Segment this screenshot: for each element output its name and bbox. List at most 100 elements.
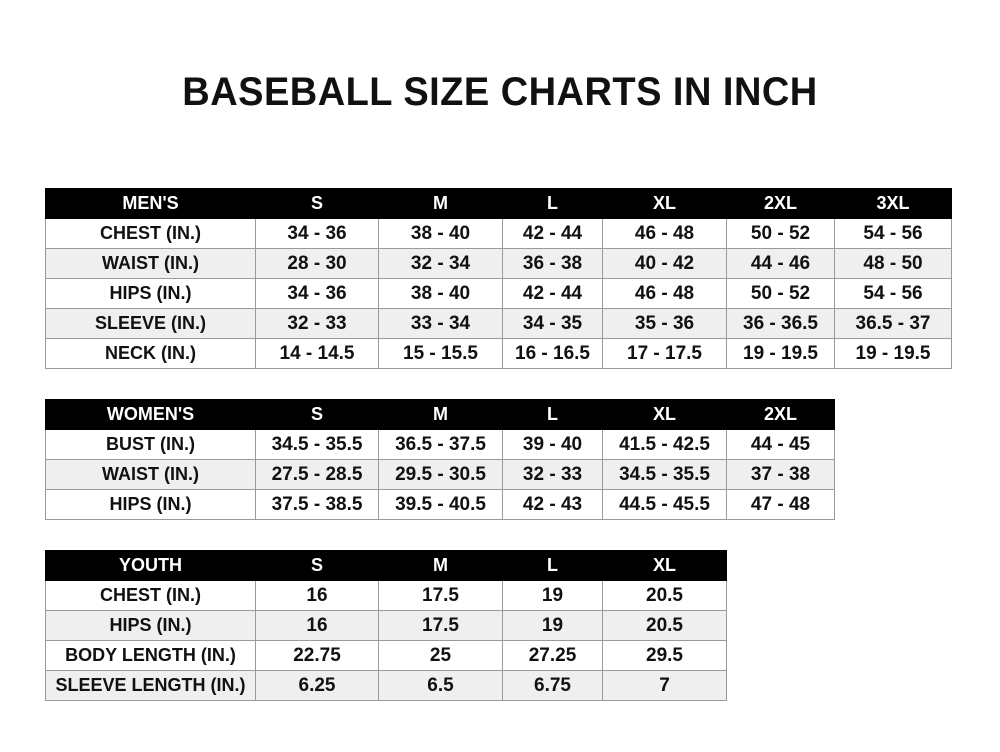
measurement-cell: 38 - 40	[378, 278, 503, 309]
row-label: SLEEVE (IN.)	[45, 308, 256, 339]
measurement-cell: 42 - 44	[502, 218, 603, 249]
size-header: 2XL	[726, 399, 835, 430]
table-row: SLEEVE (IN.) 32 - 33 33 - 34 34 - 35 35 - 36…	[45, 308, 952, 339]
measurement-cell: 17.5	[378, 610, 503, 641]
header-row: MEN'S S M L XL 2XL 3XL	[45, 188, 952, 219]
table-row: BODY LENGTH (IN.) 22.75 25 27.25 29.5	[45, 640, 727, 671]
row-label: NECK (IN.)	[45, 338, 256, 369]
measurement-cell: 46 - 48	[602, 218, 727, 249]
row-label: BUST (IN.)	[45, 429, 256, 460]
measurement-cell: 7	[602, 670, 727, 701]
size-header: L	[502, 550, 603, 581]
size-header: S	[255, 399, 379, 430]
row-label: HIPS (IN.)	[45, 278, 256, 309]
size-header: 2XL	[726, 188, 835, 219]
category-header: YOUTH	[45, 550, 256, 581]
size-header: XL	[602, 550, 727, 581]
measurement-cell: 50 - 52	[726, 278, 835, 309]
measurement-cell: 44 - 45	[726, 429, 835, 460]
measurement-cell: 32 - 33	[255, 308, 379, 339]
row-label: HIPS (IN.)	[45, 610, 256, 641]
measurement-cell: 19	[502, 610, 603, 641]
measurement-cell: 29.5	[602, 640, 727, 671]
measurement-cell: 19	[502, 580, 603, 611]
header-row: YOUTH S M L XL	[45, 550, 727, 581]
measurement-cell: 54 - 56	[834, 218, 952, 249]
page-title: BASEBALL SIZE CHARTS IN INCH	[182, 70, 818, 114]
measurement-cell: 39.5 - 40.5	[378, 489, 503, 520]
youth-size-table: YOUTH S M L XL CHEST (IN.) 16 17.5 19 20.5 HIPS (I…	[45, 550, 727, 701]
measurement-cell: 17.5	[378, 580, 503, 611]
measurement-cell: 27.25	[502, 640, 603, 671]
measurement-cell: 48 - 50	[834, 248, 952, 279]
measurement-cell: 34 - 35	[502, 308, 603, 339]
row-label: WAIST (IN.)	[45, 459, 256, 490]
size-header: L	[502, 399, 603, 430]
category-header: WOMEN'S	[45, 399, 256, 430]
measurement-cell: 40 - 42	[602, 248, 727, 279]
measurement-cell: 42 - 44	[502, 278, 603, 309]
measurement-cell: 19 - 19.5	[726, 338, 835, 369]
measurement-cell: 44.5 - 45.5	[602, 489, 727, 520]
measurement-cell: 16 - 16.5	[502, 338, 603, 369]
measurement-cell: 20.5	[602, 580, 727, 611]
measurement-cell: 37.5 - 38.5	[255, 489, 379, 520]
size-header: S	[255, 188, 379, 219]
measurement-cell: 22.75	[255, 640, 379, 671]
row-label: WAIST (IN.)	[45, 248, 256, 279]
table-row: HIPS (IN.) 37.5 - 38.5 39.5 - 40.5 42 - 43 4…	[45, 489, 835, 520]
table-row: NECK (IN.) 14 - 14.5 15 - 15.5 16 - 16.5 17 …	[45, 338, 952, 369]
measurement-cell: 17 - 17.5	[602, 338, 727, 369]
measurement-cell: 27.5 - 28.5	[255, 459, 379, 490]
size-header: 3XL	[834, 188, 952, 219]
measurement-cell: 32 - 33	[502, 459, 603, 490]
row-label: BODY LENGTH (IN.)	[45, 640, 256, 671]
measurement-cell: 38 - 40	[378, 218, 503, 249]
measurement-cell: 34 - 36	[255, 218, 379, 249]
mens-size-table: MEN'S S M L XL 2XL 3XL CHEST (IN.) 34 - 36 38 - 4…	[45, 188, 952, 369]
measurement-cell: 47 - 48	[726, 489, 835, 520]
womens-size-table: WOMEN'S S M L XL 2XL BUST (IN.) 34.5 - 35.5 36.5…	[45, 399, 835, 520]
table-row: CHEST (IN.) 34 - 36 38 - 40 42 - 44 46 - 48 5…	[45, 218, 952, 249]
table-row: WAIST (IN.) 28 - 30 32 - 34 36 - 38 40 - 42 4…	[45, 248, 952, 279]
row-label: SLEEVE LENGTH (IN.)	[45, 670, 256, 701]
measurement-cell: 29.5 - 30.5	[378, 459, 503, 490]
measurement-cell: 32 - 34	[378, 248, 503, 279]
table-row: SLEEVE LENGTH (IN.) 6.25 6.5 6.75 7	[45, 670, 727, 701]
category-header: MEN'S	[45, 188, 256, 219]
measurement-cell: 14 - 14.5	[255, 338, 379, 369]
measurement-cell: 34.5 - 35.5	[602, 459, 727, 490]
measurement-cell: 16	[255, 580, 379, 611]
measurement-cell: 28 - 30	[255, 248, 379, 279]
measurement-cell: 46 - 48	[602, 278, 727, 309]
measurement-cell: 16	[255, 610, 379, 641]
header-row: WOMEN'S S M L XL 2XL	[45, 399, 835, 430]
measurement-cell: 35 - 36	[602, 308, 727, 339]
measurement-cell: 36.5 - 37.5	[378, 429, 503, 460]
measurement-cell: 34 - 36	[255, 278, 379, 309]
measurement-cell: 50 - 52	[726, 218, 835, 249]
row-label: CHEST (IN.)	[45, 580, 256, 611]
size-header: S	[255, 550, 379, 581]
measurement-cell: 54 - 56	[834, 278, 952, 309]
measurement-cell: 33 - 34	[378, 308, 503, 339]
row-label: CHEST (IN.)	[45, 218, 256, 249]
size-header: M	[378, 188, 503, 219]
measurement-cell: 19 - 19.5	[834, 338, 952, 369]
size-header: XL	[602, 188, 727, 219]
table-row: HIPS (IN.) 34 - 36 38 - 40 42 - 44 46 - 48 50…	[45, 278, 952, 309]
row-label: HIPS (IN.)	[45, 489, 256, 520]
measurement-cell: 37 - 38	[726, 459, 835, 490]
measurement-cell: 41.5 - 42.5	[602, 429, 727, 460]
measurement-cell: 25	[378, 640, 503, 671]
table-row: HIPS (IN.) 16 17.5 19 20.5	[45, 610, 727, 641]
measurement-cell: 15 - 15.5	[378, 338, 503, 369]
measurement-cell: 36 - 38	[502, 248, 603, 279]
table-row: WAIST (IN.) 27.5 - 28.5 29.5 - 30.5 32 - 33…	[45, 459, 835, 490]
measurement-cell: 6.25	[255, 670, 379, 701]
size-header: M	[378, 399, 503, 430]
size-header: XL	[602, 399, 727, 430]
size-header: M	[378, 550, 503, 581]
table-row: CHEST (IN.) 16 17.5 19 20.5	[45, 580, 727, 611]
measurement-cell: 44 - 46	[726, 248, 835, 279]
